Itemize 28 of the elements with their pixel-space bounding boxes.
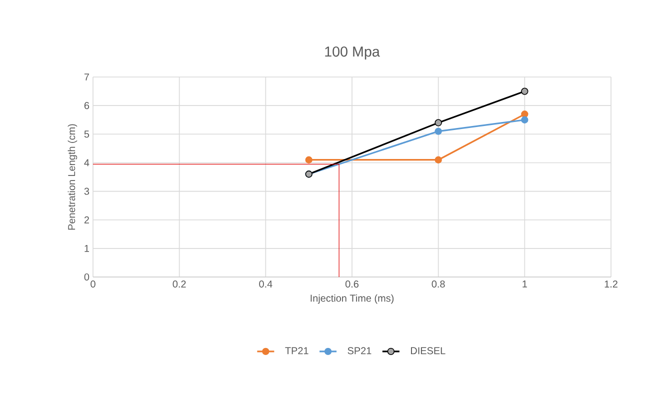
point [434,128,442,135]
x-tick-label: 0.6 [345,280,358,288]
y-tick-label: 7 [84,74,89,80]
point [434,119,442,126]
x-tick-label: 0.8 [432,280,445,288]
y-tick-label: 2 [84,216,89,224]
x-tick-label: 0.2 [172,280,186,288]
x-tick-label: 0.4 [259,280,272,288]
x-tick-label: 0 [90,280,96,288]
x-axis-title: Injection Time (ms) [310,294,394,304]
x-tick-label: 1.2 [604,280,618,288]
x-tick-label: 1 [522,280,527,288]
y-tick-label: 3 [84,188,90,195]
y-axis-title: Penetration Length (cm) [68,124,78,230]
point [521,116,528,124]
point [434,156,442,164]
point [305,156,312,164]
point [521,110,528,118]
y-tick-label: 5 [84,130,90,138]
y-tick-label: 6 [84,102,90,110]
y-tick-label: 1 [84,244,90,252]
point [521,88,528,95]
legend-label: TP21 [285,347,308,354]
y-tick-label: 0 [84,273,90,281]
legend-label: DIESEL [411,347,446,354]
y-tick-label: 4 [84,159,90,166]
legend-label: SP21 [348,347,372,354]
chart-title: 100 Mpa [325,46,380,60]
